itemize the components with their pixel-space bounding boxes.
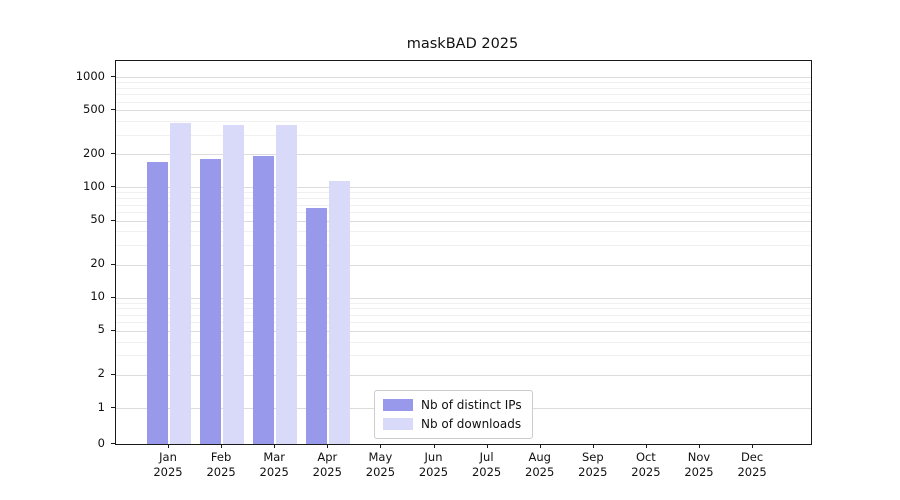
y-gridline-minor xyxy=(116,101,811,103)
y-gridline-major xyxy=(116,330,811,332)
y-tick-mark xyxy=(111,219,115,221)
y-gridline-major xyxy=(116,297,811,299)
y-tick-mark xyxy=(111,76,115,78)
y-gridline-major xyxy=(116,154,811,156)
x-tick-mark xyxy=(539,444,541,448)
bar-downloads-mar xyxy=(276,124,298,444)
x-tick-mark xyxy=(699,444,700,448)
y-gridline-minor xyxy=(116,134,811,136)
y-tick-mark xyxy=(111,443,115,444)
y-gridline-minor xyxy=(116,192,811,194)
bar-downloads-feb xyxy=(223,125,245,444)
x-tick-label-apr: Apr 2025 xyxy=(312,450,342,479)
x-tick-mark xyxy=(327,444,329,448)
y-tick-mark xyxy=(111,407,115,408)
y-gridline-minor xyxy=(116,341,811,343)
y-gridline-major xyxy=(116,77,811,79)
x-tick-mark xyxy=(752,444,754,448)
y-gridline-minor xyxy=(116,87,811,89)
y-gridline-minor xyxy=(116,314,811,316)
y-gridline-minor xyxy=(116,82,811,84)
y-gridline-major xyxy=(116,374,811,376)
x-tick-mark xyxy=(645,444,647,448)
legend-swatch-downloads xyxy=(383,418,413,430)
x-tick-label-mar: Mar 2025 xyxy=(259,450,289,479)
y-gridline-minor xyxy=(116,245,811,247)
y-gridline-minor xyxy=(116,94,811,96)
x-tick-mark xyxy=(168,444,169,448)
y-tick-label-200: 200 xyxy=(83,145,105,160)
bar-distinct-ips-apr xyxy=(306,208,328,444)
y-gridline-minor xyxy=(116,121,811,122)
y-tick-mark xyxy=(111,153,115,155)
y-gridline-minor xyxy=(116,355,811,357)
y-tick-mark xyxy=(111,109,115,111)
bar-distinct-ips-jan xyxy=(147,162,168,444)
y-tick-mark xyxy=(111,373,115,375)
x-tick-label-aug: Aug 2025 xyxy=(525,450,555,479)
x-tick-label-feb: Feb 2025 xyxy=(206,450,236,479)
legend-swatch-distinct-ips xyxy=(383,399,413,411)
y-gridline-major xyxy=(116,264,811,266)
y-tick-mark xyxy=(111,329,115,331)
y-tick-label-1000: 1000 xyxy=(75,68,105,83)
y-tick-label-0: 0 xyxy=(97,435,105,450)
x-tick-mark xyxy=(221,444,223,448)
y-tick-label-50: 50 xyxy=(90,212,105,227)
y-tick-mark xyxy=(111,296,115,298)
x-tick-label-jul: Jul 2025 xyxy=(471,450,502,479)
y-gridline-minor xyxy=(116,231,811,233)
y-tick-label-5: 5 xyxy=(97,322,105,337)
y-tick-label-10: 10 xyxy=(90,289,105,304)
y-tick-label-500: 500 xyxy=(83,101,105,116)
y-gridline-minor xyxy=(116,308,811,310)
x-tick-label-jun: Jun 2025 xyxy=(418,450,449,479)
legend-item-distinct-ips: Nb of distinct IPs xyxy=(383,398,522,412)
y-gridline-minor xyxy=(116,211,811,213)
x-tick-label-oct: Oct 2025 xyxy=(631,450,661,479)
x-tick-label-dec: Dec 2025 xyxy=(737,450,767,479)
chart-title: maskBAD 2025 xyxy=(406,36,519,52)
bar-downloads-jan xyxy=(170,123,191,444)
y-gridline-major xyxy=(116,220,811,222)
y-gridline-minor xyxy=(116,204,811,206)
x-tick-mark xyxy=(433,444,435,448)
y-tick-label-1: 1 xyxy=(97,399,105,414)
x-tick-mark xyxy=(380,444,382,448)
y-gridline-major xyxy=(116,110,811,112)
x-tick-label-sep: Sep 2025 xyxy=(578,450,608,479)
x-tick-label-nov: Nov 2025 xyxy=(684,450,714,479)
plot-area: Nb of distinct IPs Nb of downloads xyxy=(115,60,812,445)
y-tick-label-20: 20 xyxy=(90,255,105,270)
x-tick-label-jan: Jan 2025 xyxy=(153,450,183,479)
x-tick-mark xyxy=(274,444,276,448)
bar-distinct-ips-feb xyxy=(200,158,222,444)
x-tick-label-may: May 2025 xyxy=(365,450,396,479)
y-gridline-minor xyxy=(116,302,811,304)
y-tick-label-100: 100 xyxy=(83,178,105,193)
y-tick-label-2: 2 xyxy=(97,366,105,381)
legend-label-downloads: Nb of downloads xyxy=(421,417,522,431)
y-gridline-major xyxy=(116,187,811,189)
bar-downloads-apr xyxy=(329,180,351,444)
legend: Nb of distinct IPs Nb of downloads xyxy=(374,390,533,439)
y-tick-mark xyxy=(111,186,115,188)
y-gridline-minor xyxy=(116,198,811,200)
legend-label-distinct-ips: Nb of distinct IPs xyxy=(421,398,522,412)
bar-distinct-ips-mar xyxy=(253,156,275,444)
legend-item-downloads: Nb of downloads xyxy=(383,417,522,431)
x-tick-mark xyxy=(486,444,488,448)
y-tick-mark xyxy=(111,263,115,265)
x-tick-mark xyxy=(592,444,594,448)
y-gridline-minor xyxy=(116,322,811,324)
